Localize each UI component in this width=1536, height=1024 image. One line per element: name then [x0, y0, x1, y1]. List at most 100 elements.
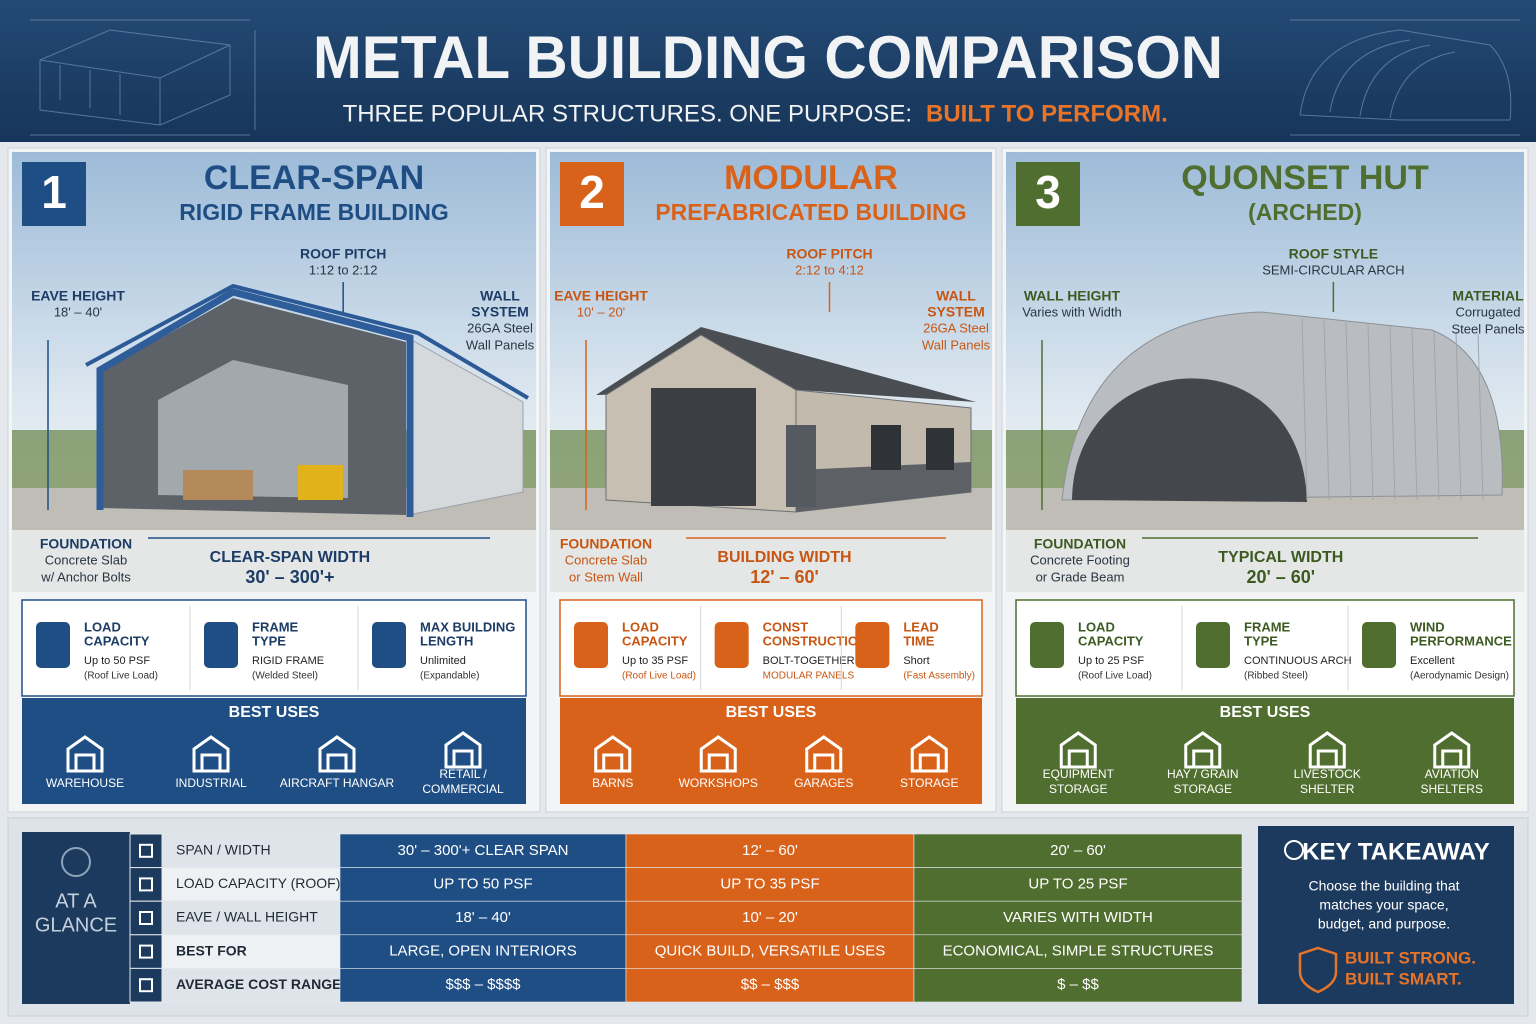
row-value: $$$ – $$$$: [445, 976, 521, 993]
row-label: AVERAGE COST RANGE: [176, 976, 341, 992]
use-label: EQUIPMENT: [1043, 767, 1115, 781]
spec-icon: [372, 622, 406, 668]
row-value-cell: [913, 934, 1243, 969]
takeaway-shield: [1298, 946, 1338, 994]
row-value: LARGE, OPEN INTERIORS: [389, 943, 577, 960]
spec-icon: [204, 622, 238, 668]
row-value-cell: [339, 934, 627, 969]
row-value-cell: [339, 867, 627, 902]
callout-detail: 2:12 to 4:12: [795, 262, 864, 277]
row-icon: [139, 911, 153, 925]
use-label: HAY / GRAIN: [1167, 767, 1239, 781]
callout-label: EAVE HEIGHT: [31, 288, 125, 304]
use-icon: [444, 731, 482, 769]
spec-label: FRAME: [252, 619, 299, 634]
best-uses-title: BEST USES: [229, 704, 320, 721]
row-value: $ – $$: [1057, 976, 1099, 993]
row-value-cell: [913, 833, 1243, 868]
quonset-opening: [1072, 378, 1307, 502]
row-value: 30' – 300'+ CLEAR SPAN: [398, 842, 569, 859]
window: [871, 425, 901, 470]
width-label: CLEAR-SPAN WIDTH: [210, 549, 371, 566]
forklift: [298, 465, 343, 500]
specs-box: [21, 599, 527, 697]
callout-label: FOUNDATION: [560, 536, 652, 552]
width-label: BUILDING WIDTH: [717, 549, 851, 566]
row-value: 20' – 60': [1050, 842, 1106, 859]
spec-label: MAX BUILDING: [420, 619, 515, 634]
row-value: QUICK BUILD, VERSATILE USES: [655, 943, 886, 960]
building-roof-edge: [85, 283, 530, 400]
use-icon: [318, 735, 356, 773]
spec-icon: [1030, 622, 1064, 668]
spec-label: TIME: [903, 633, 934, 648]
best-uses-band: [22, 698, 526, 804]
best-uses-title: BEST USES: [726, 704, 817, 721]
spec-note: (Roof Live Load): [84, 671, 158, 682]
spec-label: LOAD: [84, 619, 121, 634]
row-label-cell: [161, 833, 341, 869]
walk-door: [786, 425, 816, 507]
row-label-cell: [161, 934, 341, 969]
callout-label: FOUNDATION: [40, 536, 132, 552]
width-value: 12' – 60': [750, 567, 819, 587]
spec-value: Up to 35 PSF: [622, 655, 688, 667]
glance-label: GLANCE: [35, 914, 117, 936]
column-number: 3: [1035, 166, 1061, 218]
scene-fade: [1006, 530, 1524, 592]
row-value: UP TO 25 PSF: [1028, 875, 1127, 892]
window: [926, 428, 954, 470]
building-illustration: [85, 283, 530, 517]
row-icon-cell: [129, 867, 163, 902]
spec-label: CONSTRUCTION: [763, 633, 868, 648]
callout-detail: or Stem Wall: [569, 569, 643, 584]
callout-detail: w/ Anchor Bolts: [40, 569, 131, 584]
row-label: SPAN / WIDTH: [176, 842, 271, 858]
spec-label: CAPACITY: [1078, 633, 1144, 648]
column-number: 1: [41, 166, 67, 218]
row-value-cell: [339, 968, 627, 1003]
row-label: BEST FOR: [176, 942, 247, 958]
building-back-wall: [158, 360, 348, 498]
scene-fade: [550, 530, 992, 592]
spec-note: (Roof Live Load): [1078, 671, 1152, 682]
takeaway-text: matches your space,: [1319, 897, 1448, 913]
row-value-cell: [625, 900, 915, 936]
row-icon: [139, 843, 153, 858]
width-value: 20' – 60': [1246, 567, 1315, 587]
use-icon: [1184, 731, 1222, 769]
spec-value: CONTINUOUS ARCH: [1244, 655, 1352, 667]
spec-icon: [855, 622, 890, 668]
use-label: SHELTERS: [1421, 782, 1483, 796]
use-label: AIRCRAFT HANGAR: [280, 776, 395, 790]
rib: [1455, 331, 1462, 501]
use-label: BARNS: [592, 776, 633, 790]
callout-label: ROOF PITCH: [300, 246, 386, 262]
use-label: STORAGE: [900, 776, 958, 790]
spec-value: Up to 25 PSF: [1078, 655, 1144, 667]
row-icon-cell: [129, 934, 163, 969]
glance-icon: [61, 847, 91, 877]
callout-detail: Concrete Slab: [565, 552, 647, 567]
scene-fade: [12, 530, 536, 592]
rib: [1389, 325, 1396, 501]
spec-label: LOAD: [622, 619, 659, 634]
column-title: CLEAR-SPAN: [204, 159, 424, 197]
spec-note: (Welded Steel): [252, 671, 318, 682]
row-value-cell: [625, 934, 915, 969]
page-subtitle: THREE POPULAR STRUCTURES. ONE PURPOSE:: [343, 100, 912, 127]
row-icon: [139, 877, 153, 892]
blueprint-right: [1290, 19, 1520, 136]
spec-label: TYPE: [252, 633, 286, 648]
callout-detail: Varies with Width: [1022, 304, 1121, 319]
spec-value: Short: [903, 655, 929, 667]
callout-label: WALL: [936, 288, 976, 304]
use-label: STORAGE: [1174, 782, 1232, 796]
row-icon: [139, 944, 153, 959]
best-uses-band: [1016, 698, 1514, 804]
blueprint-left: [30, 19, 256, 136]
spec-value: Excellent: [1410, 655, 1455, 667]
row-icon-cell: [129, 833, 163, 869]
